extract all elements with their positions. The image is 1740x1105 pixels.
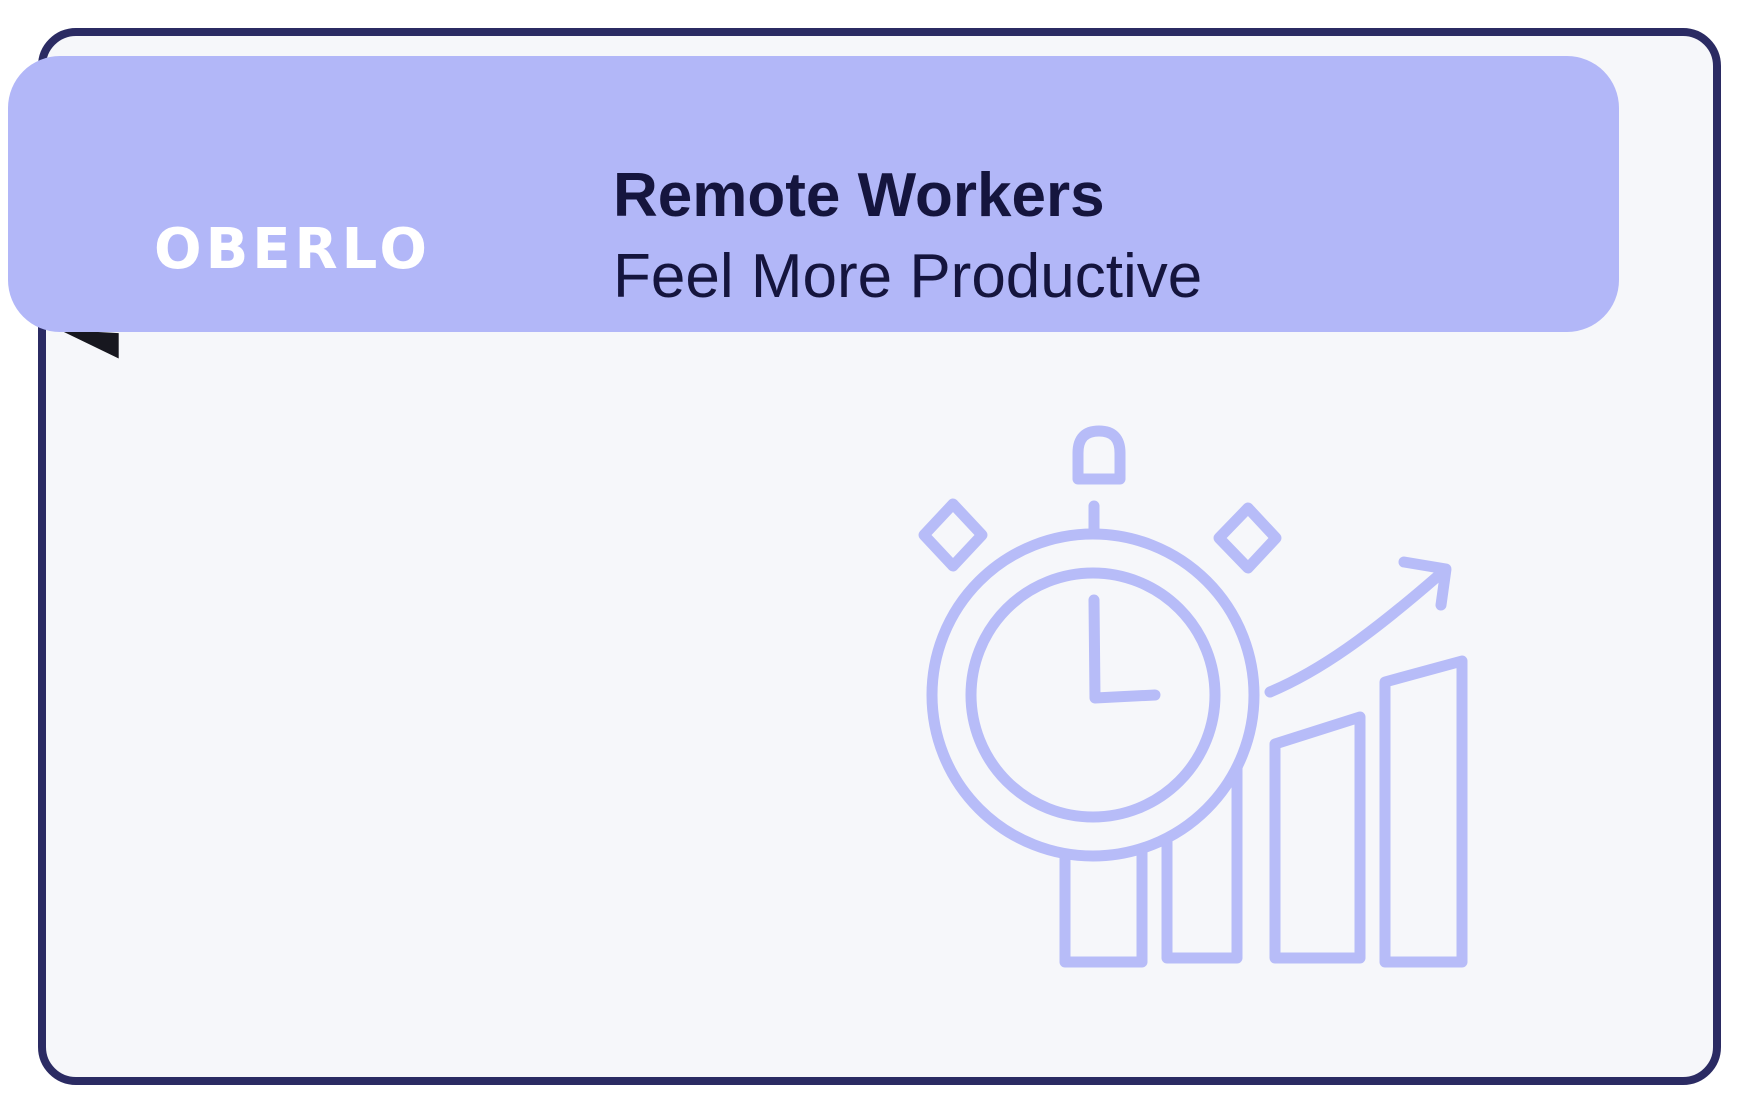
page-title-line1: Remote Workers bbox=[613, 161, 1105, 230]
brand-logo: OBERLO bbox=[154, 217, 431, 282]
bar-1 bbox=[1059, 821, 1148, 968]
stopwatch-diamond-left bbox=[918, 498, 988, 572]
growth-arrow-icon bbox=[1264, 556, 1452, 698]
stopwatch-button bbox=[1072, 425, 1126, 485]
stopwatch-diamond-right bbox=[1213, 502, 1282, 574]
arrow-shaft bbox=[1264, 570, 1444, 698]
bar-3 bbox=[1269, 711, 1366, 964]
bar-chart-icon bbox=[1059, 655, 1468, 968]
productivity-illustration bbox=[838, 372, 1478, 992]
page-title: Remote Workers Feel More Productive bbox=[613, 155, 1202, 317]
page-title-line2: Feel More Productive bbox=[613, 242, 1203, 311]
bar-4 bbox=[1379, 655, 1468, 968]
bar-2 bbox=[1161, 756, 1243, 964]
illustration-svg bbox=[918, 425, 1468, 968]
clock-hands bbox=[1088, 594, 1161, 704]
stopwatch-icon bbox=[918, 425, 1282, 862]
stopwatch-inner-face bbox=[965, 567, 1221, 823]
arrow-head bbox=[1398, 556, 1452, 611]
header-banner: OBERLO Remote Workers Feel More Producti… bbox=[8, 56, 1619, 332]
